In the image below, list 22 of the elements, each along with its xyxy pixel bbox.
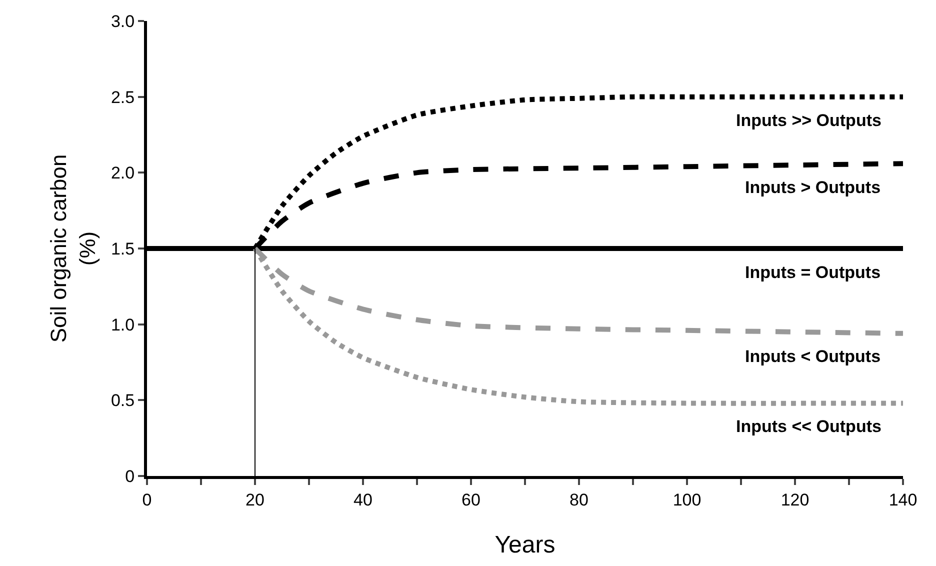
x-tick-label: 60 xyxy=(462,490,480,510)
series-label: Inputs > Outputs xyxy=(745,178,881,197)
series-label: Inputs << Outputs xyxy=(736,417,882,436)
y-axis-title: Soil organic carbon (%) xyxy=(46,154,100,343)
x-axis-title: Years xyxy=(494,532,556,559)
y-tick-label: 1.0 xyxy=(110,315,135,334)
series-label: Inputs >> Outputs xyxy=(736,111,882,130)
y-tick-label: 2.0 xyxy=(110,164,135,183)
x-tick-label: 40 xyxy=(354,490,372,510)
x-tick-label: 100 xyxy=(672,490,702,510)
x-tick-label: 20 xyxy=(246,490,264,510)
x-tick-label: 140 xyxy=(888,490,918,510)
y-tick-label: 1.5 xyxy=(110,239,135,258)
series-label: Inputs = Outputs xyxy=(745,263,881,282)
x-tick-label: 80 xyxy=(570,490,588,510)
y-tick-label: 2.5 xyxy=(110,88,135,107)
series-label: Inputs < Outputs xyxy=(745,347,881,366)
y-tick-label: 0.5 xyxy=(110,391,135,410)
y-tick-label: 3.0 xyxy=(110,12,135,31)
x-tick-label: 0 xyxy=(142,490,152,510)
y-tick-label: 0 xyxy=(125,466,135,486)
x-tick-label: 120 xyxy=(780,490,810,510)
